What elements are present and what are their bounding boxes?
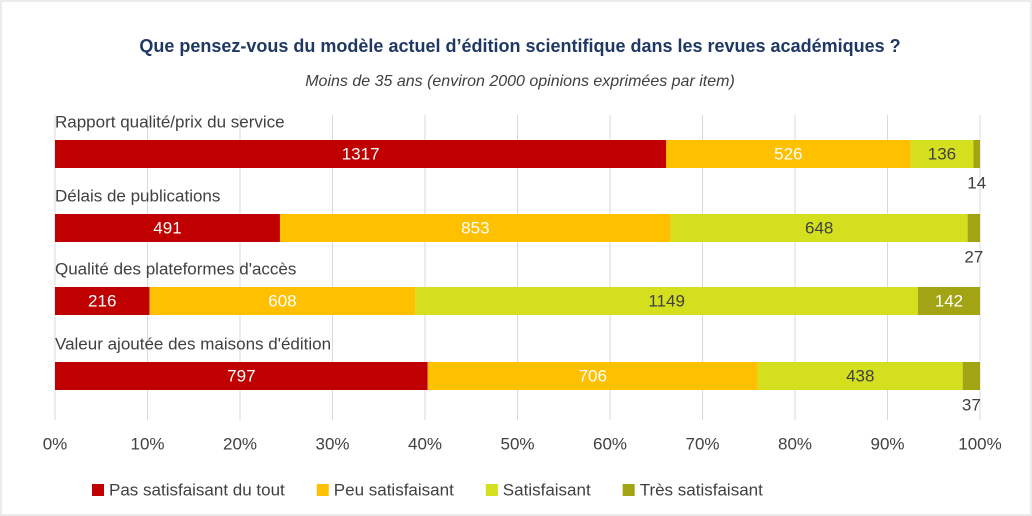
bar-segment bbox=[962, 362, 980, 390]
data-label: 37 bbox=[962, 395, 981, 414]
data-label: 136 bbox=[928, 144, 956, 163]
legend-label: Satisfaisant bbox=[503, 480, 591, 499]
data-label: 142 bbox=[935, 291, 963, 310]
bar-segment bbox=[149, 287, 416, 315]
bar-segment bbox=[973, 140, 980, 168]
bar-segment bbox=[427, 362, 758, 390]
bar-segment bbox=[55, 362, 428, 390]
chart-subtitle: Moins de 35 ans (environ 2000 opinions e… bbox=[305, 73, 735, 90]
data-label: 491 bbox=[153, 218, 181, 237]
data-label: 1149 bbox=[648, 291, 685, 310]
data-label: 14 bbox=[967, 173, 986, 192]
x-tick-label: 70% bbox=[685, 434, 719, 453]
data-label: 648 bbox=[805, 218, 833, 237]
data-label: 526 bbox=[774, 144, 802, 163]
category-label: Qualité des plateformes d'accès bbox=[55, 259, 296, 278]
legend-swatch bbox=[622, 484, 635, 496]
data-label: 216 bbox=[88, 291, 116, 310]
bar-segment bbox=[917, 287, 980, 315]
category-label: Rapport qualité/prix du service bbox=[55, 112, 285, 131]
legend-label: Peu satisfaisant bbox=[334, 480, 454, 499]
data-label: 1317 bbox=[342, 144, 380, 163]
data-label: 438 bbox=[846, 366, 874, 385]
x-tick-label: 90% bbox=[870, 434, 904, 453]
legend-swatch bbox=[316, 484, 329, 496]
x-tick-label: 80% bbox=[778, 434, 812, 453]
data-label: 608 bbox=[268, 291, 296, 310]
x-tick-label: 0% bbox=[43, 434, 68, 453]
x-tick-label: 60% bbox=[593, 434, 627, 453]
bar-segment bbox=[757, 362, 963, 390]
legend-swatch bbox=[92, 484, 104, 496]
category-label: Délais de publications bbox=[55, 186, 220, 205]
data-label: 853 bbox=[461, 218, 489, 237]
data-label: 27 bbox=[964, 247, 983, 266]
x-tick-label: 100% bbox=[958, 434, 1001, 453]
legend-label: Pas satisfaisant du tout bbox=[109, 480, 285, 499]
bar-segment bbox=[666, 140, 911, 168]
data-label: 706 bbox=[579, 366, 607, 385]
x-tick-label: 20% bbox=[223, 434, 257, 453]
category-label: Valeur ajoutée des maisons d'édition bbox=[55, 334, 331, 353]
x-tick-label: 10% bbox=[130, 434, 164, 453]
bar-segment bbox=[967, 214, 980, 242]
bar-segment bbox=[670, 214, 968, 242]
data-label: 797 bbox=[227, 366, 255, 385]
bar-segment bbox=[55, 140, 667, 168]
bar-segment bbox=[55, 287, 150, 315]
bar-segment bbox=[55, 214, 280, 242]
chart-title: Que pensez-vous du modèle actuel d’éditi… bbox=[139, 36, 900, 56]
legend-swatch bbox=[485, 484, 498, 496]
bar-segment bbox=[279, 214, 671, 242]
x-tick-label: 40% bbox=[408, 434, 442, 453]
bar-segment bbox=[910, 140, 974, 168]
bar-segment bbox=[415, 287, 918, 315]
x-tick-label: 50% bbox=[500, 434, 534, 453]
legend-label: Très satisfaisant bbox=[640, 480, 763, 499]
x-tick-label: 30% bbox=[315, 434, 349, 453]
